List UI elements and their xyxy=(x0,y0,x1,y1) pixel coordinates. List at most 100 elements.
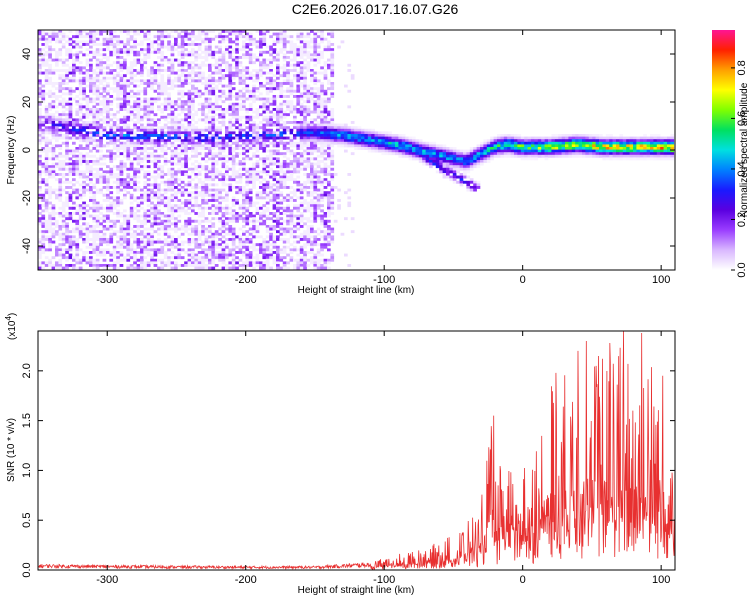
spectrogram-cell xyxy=(194,37,199,41)
spectrogram-cell xyxy=(58,136,63,140)
spectrogram-cell xyxy=(65,180,69,184)
spectrogram-cell xyxy=(48,63,52,67)
spectrogram-cell xyxy=(269,87,273,91)
spectrogram-cell xyxy=(38,175,42,179)
spectrogram-cell xyxy=(51,173,56,176)
spectrogram-cell xyxy=(310,219,314,223)
spectrogram-cell xyxy=(289,144,294,148)
spectrogram-cell xyxy=(44,204,49,208)
spectrogram-cell xyxy=(204,89,209,93)
spectrogram-cell xyxy=(129,235,134,239)
spectrogram-cell xyxy=(282,128,287,132)
spectrogram-cell xyxy=(92,154,97,158)
spectrogram-cell xyxy=(187,139,192,143)
spectrogram-cell xyxy=(262,204,267,208)
spectrogram-cell xyxy=(194,173,199,176)
spectrogram-cell xyxy=(238,186,243,189)
spectrogram-cell xyxy=(214,188,219,192)
spectrogram-cell xyxy=(143,227,148,231)
spectrogram-cell xyxy=(44,225,49,228)
spectrogram-cell xyxy=(92,35,97,39)
spectrogram-cell xyxy=(316,108,321,111)
spectrogram-cell xyxy=(248,253,253,257)
spectrogram-cell xyxy=(208,149,212,153)
spectrogram-cell xyxy=(140,219,144,223)
spectrogram-cell xyxy=(106,131,110,135)
spectrogram-cell xyxy=(170,66,175,70)
spectrogram-cell xyxy=(289,258,294,262)
spectrogram-cell xyxy=(276,40,280,44)
spectrogram-cell xyxy=(201,147,205,150)
spectrogram-cell xyxy=(286,217,290,221)
spectrogram-cell xyxy=(170,188,175,192)
spectrogram-cell xyxy=(157,183,161,187)
spectrogram-cell xyxy=(58,248,63,252)
spectrogram-cell xyxy=(316,165,321,169)
spectrogram-cell xyxy=(184,108,188,111)
spectrogram-cell xyxy=(303,92,307,96)
spectrogram-cell xyxy=(177,61,182,65)
spectrogram-cell xyxy=(306,232,311,236)
spectrogram-cell xyxy=(231,71,236,75)
spectrogram-cell xyxy=(187,131,192,135)
spectrogram-cell xyxy=(231,40,236,44)
spectrogram-cell xyxy=(72,162,76,166)
spectrogram-cell xyxy=(248,180,253,184)
spectrogram-cell xyxy=(65,238,69,241)
spectrogram-cell xyxy=(85,147,90,150)
spectrogram-cell xyxy=(126,95,131,98)
spectrogram-cell xyxy=(238,217,243,221)
spectrogram-cell xyxy=(119,121,124,124)
spectrogram-cell xyxy=(106,188,110,192)
spectrogram-cell xyxy=(51,144,56,148)
spectrogram-cell xyxy=(177,126,182,130)
spectrogram-cell xyxy=(129,193,134,197)
spectrogram-cell xyxy=(262,63,267,67)
spectrogram-cell xyxy=(303,144,307,148)
spectrogram-cell xyxy=(231,110,236,114)
spectrogram-cell xyxy=(299,212,304,215)
spectrogram-cell xyxy=(38,48,42,52)
spectrogram-cell xyxy=(133,261,137,265)
spectrogram-cell xyxy=(313,100,318,104)
spectrogram-cell xyxy=(303,123,307,127)
spectrogram-cell xyxy=(116,219,120,223)
spectrogram-cell xyxy=(126,40,131,44)
spectrogram-cell xyxy=(282,147,287,150)
spectrogram-cell xyxy=(140,261,144,265)
spectrogram-cell xyxy=(214,144,219,148)
spectrogram-cell xyxy=(208,40,212,44)
spectrogram-cell xyxy=(146,69,151,72)
spectrogram-cell xyxy=(242,188,246,192)
spectrogram-cell xyxy=(197,53,202,57)
spectrogram-cell xyxy=(146,199,151,202)
spectrogram-cell xyxy=(313,79,318,83)
spectrogram-cell xyxy=(116,256,120,260)
spectrogram-cell xyxy=(204,217,209,221)
spectrogram-cell xyxy=(262,131,267,135)
spectrogram-cell xyxy=(299,183,304,187)
spectrogram-cell xyxy=(299,232,304,236)
spectrogram-cell xyxy=(293,178,297,182)
spectrogram-cell xyxy=(133,30,137,33)
spectrogram-cell xyxy=(235,32,239,36)
spectrogram-cell xyxy=(116,89,120,93)
spectrogram-cell xyxy=(245,141,250,145)
spectrogram-cell xyxy=(157,154,161,158)
spectrogram-cell xyxy=(112,139,117,143)
spectrogram-cell xyxy=(174,196,178,200)
spectrogram-cell xyxy=(197,191,202,195)
spectrogram-cell xyxy=(194,134,199,137)
spectrogram-cell xyxy=(75,131,80,135)
spectrogram-cell xyxy=(296,264,301,267)
spectrogram-cell xyxy=(289,108,294,111)
spectrogram-cell xyxy=(211,105,216,109)
spectrogram-cell xyxy=(208,50,212,54)
spectrogram-cell xyxy=(48,258,52,262)
spectrogram-cell xyxy=(228,206,233,210)
spectrogram-cell xyxy=(41,238,46,241)
spectrogram-cell xyxy=(228,74,233,78)
spectrogram-cell xyxy=(316,97,321,101)
spectrogram-cell xyxy=(44,32,49,36)
spectrogram-cell xyxy=(61,118,66,122)
